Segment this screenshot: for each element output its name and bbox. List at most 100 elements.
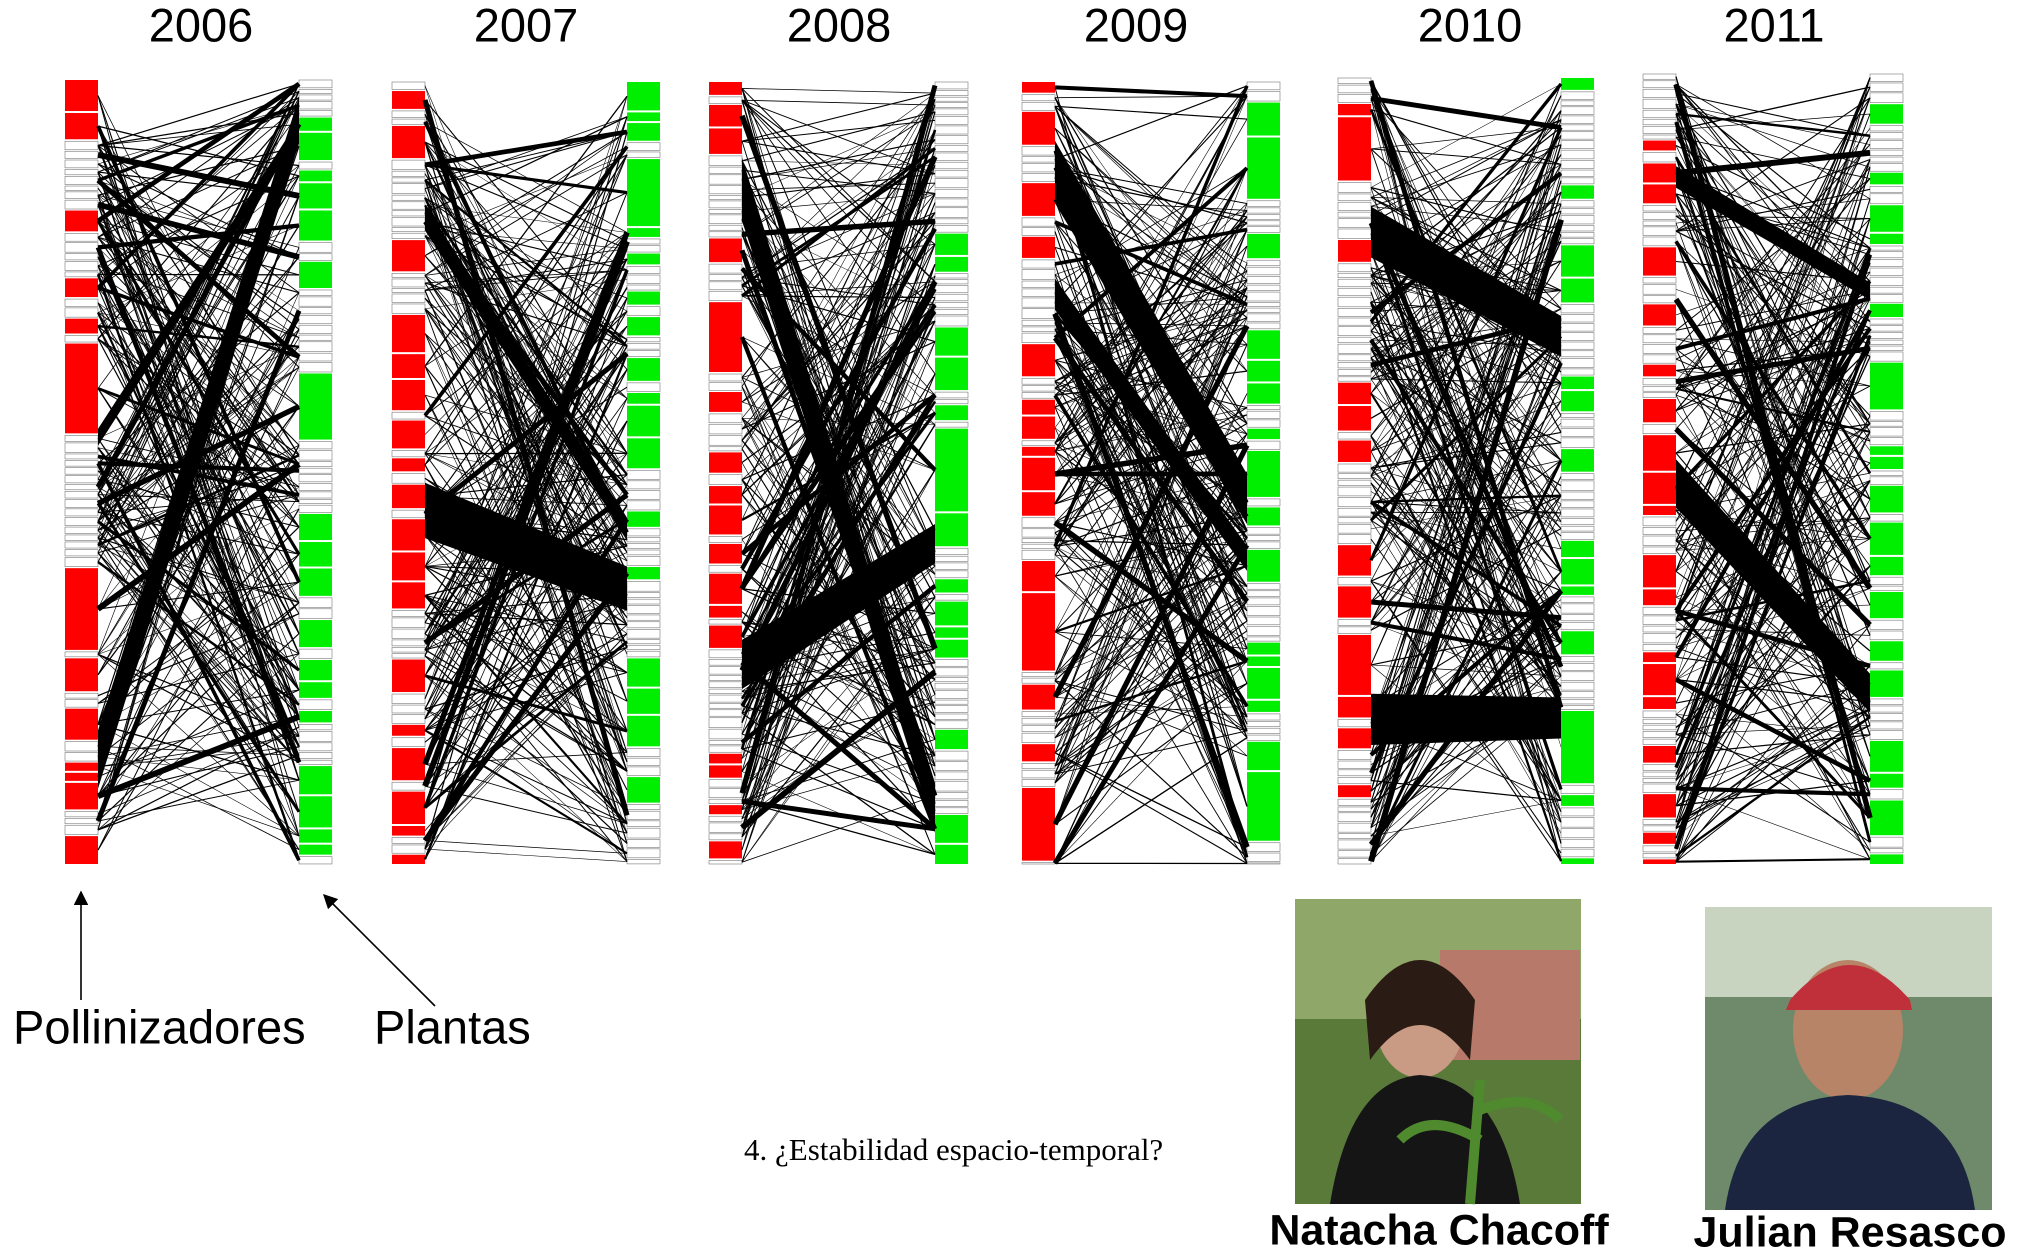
node <box>1338 497 1371 506</box>
node <box>935 513 968 546</box>
node <box>627 777 660 803</box>
node <box>1561 78 1594 90</box>
node <box>65 186 98 190</box>
node <box>1022 237 1055 258</box>
node <box>299 102 332 109</box>
node <box>1870 173 1903 185</box>
node <box>709 382 742 390</box>
node <box>1870 287 1903 293</box>
node <box>1561 351 1594 357</box>
node <box>627 606 660 614</box>
node <box>1338 94 1371 102</box>
node <box>1561 817 1594 827</box>
node <box>1870 631 1903 640</box>
link <box>1371 98 1561 127</box>
node <box>1643 517 1676 526</box>
node <box>1022 333 1055 343</box>
node <box>65 454 98 459</box>
node <box>1870 93 1903 103</box>
node <box>935 234 968 255</box>
node <box>1338 464 1371 472</box>
node <box>1247 221 1280 225</box>
node <box>935 548 968 554</box>
node <box>709 704 742 709</box>
node <box>1022 173 1055 181</box>
node <box>935 706 968 713</box>
node <box>1338 697 1371 718</box>
node <box>935 762 968 771</box>
node <box>1247 657 1280 666</box>
node <box>1643 227 1676 236</box>
node <box>299 315 332 323</box>
node <box>709 424 742 434</box>
node <box>709 841 742 858</box>
person-name: Julian Resasco <box>1693 1208 2006 1252</box>
node <box>709 729 742 739</box>
node <box>299 475 332 482</box>
node <box>1561 682 1594 690</box>
node <box>627 758 660 765</box>
node <box>392 294 425 303</box>
node <box>65 113 98 139</box>
node <box>392 119 425 124</box>
node <box>1338 719 1371 726</box>
node <box>1870 446 1903 455</box>
node <box>65 151 98 158</box>
node <box>1338 807 1371 811</box>
node <box>627 840 660 848</box>
node <box>1643 739 1676 744</box>
node <box>935 721 968 728</box>
node <box>299 598 332 607</box>
node <box>1643 184 1676 203</box>
node <box>299 210 332 240</box>
node <box>1643 296 1676 303</box>
node <box>935 683 968 689</box>
node <box>1338 355 1371 361</box>
node <box>392 279 425 287</box>
node <box>392 748 425 780</box>
node <box>709 282 742 290</box>
node <box>1643 344 1676 353</box>
node <box>709 799 742 803</box>
node <box>627 567 660 579</box>
node <box>709 264 742 273</box>
node <box>1022 417 1055 439</box>
node <box>1870 670 1903 696</box>
node <box>1561 438 1594 448</box>
node <box>392 610 425 616</box>
node <box>1338 194 1371 201</box>
node <box>935 302 968 307</box>
network <box>1643 74 1903 864</box>
link <box>742 120 935 141</box>
node <box>1561 185 1594 198</box>
node <box>709 667 742 674</box>
node <box>65 484 98 489</box>
node <box>709 302 742 372</box>
node <box>392 195 425 200</box>
node <box>392 782 425 790</box>
node <box>935 563 968 569</box>
node <box>709 374 742 381</box>
node <box>627 529 660 536</box>
node <box>1338 823 1371 832</box>
node <box>935 327 968 355</box>
node <box>1247 542 1280 548</box>
node <box>1643 89 1676 97</box>
node <box>1870 486 1903 513</box>
link <box>742 100 935 105</box>
node <box>1022 863 1055 864</box>
node <box>392 160 425 170</box>
node <box>935 815 968 843</box>
node <box>935 714 968 719</box>
node <box>709 225 742 230</box>
node <box>627 651 660 657</box>
node <box>1338 578 1371 585</box>
node <box>1338 627 1371 634</box>
node <box>1338 813 1371 822</box>
node <box>627 358 660 381</box>
node <box>627 828 660 838</box>
node <box>299 95 332 100</box>
node <box>627 239 660 244</box>
node <box>65 818 98 823</box>
node <box>1338 635 1371 695</box>
